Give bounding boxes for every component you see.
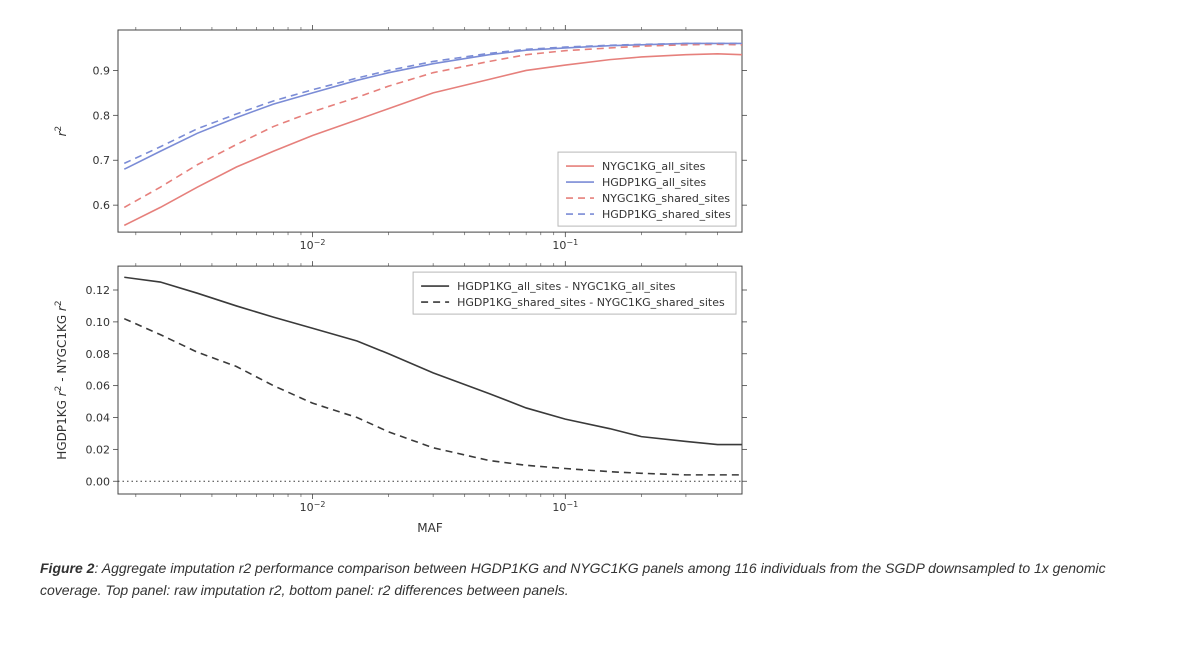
svg-text:HGDP1KG_all_sites: HGDP1KG_all_sites <box>602 176 706 189</box>
svg-text:0.04: 0.04 <box>86 412 111 425</box>
svg-text:NYGC1KG_shared_sites: NYGC1KG_shared_sites <box>602 192 730 205</box>
svg-text:HGDP1KG_shared_sites - NYGC1KG: HGDP1KG_shared_sites - NYGC1KG_shared_si… <box>457 296 725 309</box>
svg-text:10−2: 10−2 <box>300 238 326 253</box>
svg-text:0.08: 0.08 <box>86 348 111 361</box>
svg-text:10−1: 10−1 <box>552 500 578 515</box>
svg-text:0.7: 0.7 <box>93 154 111 167</box>
svg-text:0.06: 0.06 <box>86 380 111 393</box>
figure-caption: Figure 2: Aggregate imputation r2 perfor… <box>40 558 1160 601</box>
svg-text:0.9: 0.9 <box>93 64 111 77</box>
svg-text:0.02: 0.02 <box>86 443 111 456</box>
chart-svg: 0.6 0.7 0.8 0.9 10−2 10−1 r2 0.00 0.02 0.04 0.06 0.… <box>40 20 760 540</box>
svg-text:0.6: 0.6 <box>93 199 111 212</box>
svg-text:0.12: 0.12 <box>86 284 111 297</box>
svg-text:MAF: MAF <box>417 521 443 535</box>
svg-text:0.10: 0.10 <box>86 316 111 329</box>
svg-text:0.8: 0.8 <box>93 109 111 122</box>
figure-caption-text: : Aggregate imputation r2 performance co… <box>40 560 1106 598</box>
svg-text:10−1: 10−1 <box>552 238 578 253</box>
svg-text:0.00: 0.00 <box>86 475 111 488</box>
svg-text:NYGC1KG_all_sites: NYGC1KG_all_sites <box>602 160 706 173</box>
page: 0.6 0.7 0.8 0.9 10−2 10−1 r2 0.00 0.02 0.04 0.06 0.… <box>0 0 1200 645</box>
svg-text:r2: r2 <box>54 126 69 137</box>
svg-text:HGDP1KG_all_sites - NYGC1KG_al: HGDP1KG_all_sites - NYGC1KG_all_sites <box>457 280 676 293</box>
svg-text:HGDP1KG r2 - NYGC1KG r2: HGDP1KG r2 - NYGC1KG r2 <box>54 300 69 459</box>
figure-container: 0.6 0.7 0.8 0.9 10−2 10−1 r2 0.00 0.02 0.04 0.06 0.… <box>40 20 760 540</box>
svg-text:10−2: 10−2 <box>300 500 326 515</box>
svg-text:HGDP1KG_shared_sites: HGDP1KG_shared_sites <box>602 208 731 221</box>
figure-label: Figure 2 <box>40 560 94 576</box>
